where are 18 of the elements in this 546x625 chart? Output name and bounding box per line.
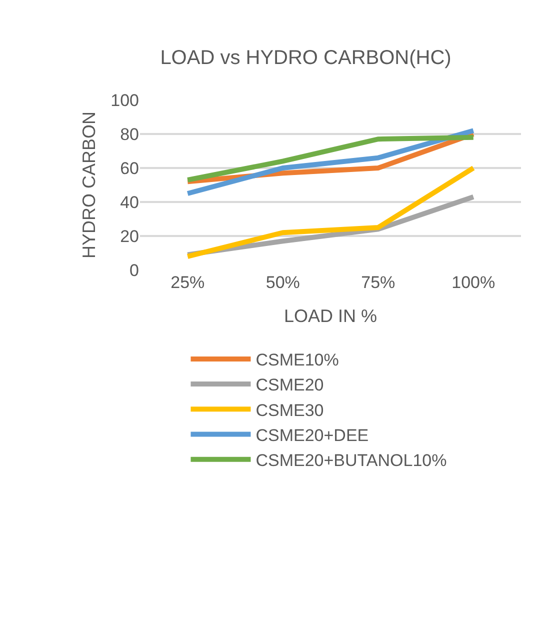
x-axis-title: LOAD IN %	[284, 306, 378, 326]
y-axis-title: HYDRO CARBON	[78, 111, 99, 259]
x-tick-label: 25%	[170, 273, 205, 292]
y-tick-label: 40	[120, 192, 139, 212]
y-tick-label: 20	[120, 226, 139, 246]
x-tick-label: 75%	[361, 273, 396, 292]
y-tick-label: 80	[120, 124, 139, 144]
y-tick-label: 60	[120, 158, 139, 178]
x-tick-label: 100%	[452, 273, 496, 292]
legend-label: CSME20+BUTANOL10%	[256, 450, 447, 470]
legend-label: CSME10%	[256, 350, 339, 370]
legend-label: CSME20+DEE	[256, 426, 369, 445]
x-tick-label: 50%	[266, 273, 300, 292]
chart-title: LOAD vs HYDRO CARBON(HC)	[160, 47, 452, 69]
y-tick-label: 0	[130, 260, 139, 280]
legend-label: CSME30	[256, 400, 324, 420]
legend-label: CSME20	[256, 376, 324, 395]
y-tick-label: 100	[110, 90, 139, 110]
